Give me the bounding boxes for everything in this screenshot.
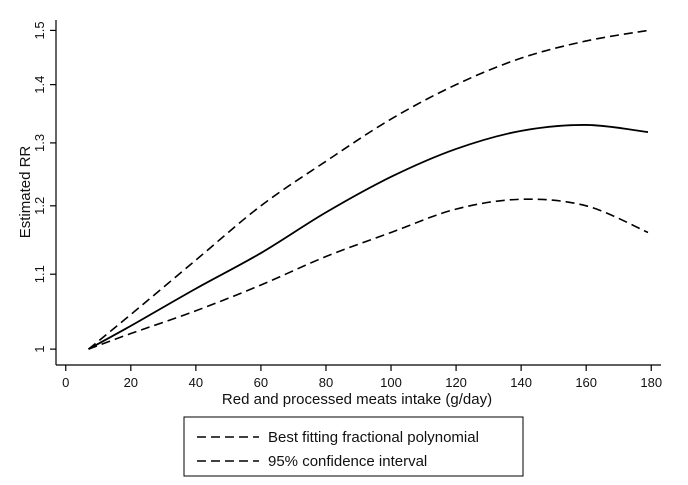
x-tick-label: 100 bbox=[380, 375, 402, 390]
y-tick-label: 1 bbox=[32, 346, 47, 353]
y-axis-ticks: 1 1.1 1.2 1.3 1.4 1.5 bbox=[32, 21, 56, 353]
y-tick-label: 1.3 bbox=[32, 134, 47, 152]
y-tick-label: 1.5 bbox=[32, 21, 47, 39]
x-tick-label: 80 bbox=[319, 375, 333, 390]
legend: Best fitting fractional polynomial 95% c… bbox=[183, 416, 524, 477]
y-axis-title: Estimated RR bbox=[17, 146, 34, 239]
x-axis-title: Red and processed meats intake (g/day) bbox=[222, 391, 492, 408]
x-tick-label: 180 bbox=[640, 375, 662, 390]
series-line-2 bbox=[88, 198, 649, 350]
legend-label-ci: 95% confidence interval bbox=[268, 453, 427, 470]
x-tick-label: 160 bbox=[575, 375, 597, 390]
series-group bbox=[88, 29, 649, 350]
x-tick-label: 40 bbox=[189, 375, 203, 390]
legend-label-fit: Best fitting fractional polynomial bbox=[268, 429, 479, 446]
plot-area: 0 20 40 60 80 100 120 140 160 180 1 1.1 1.2 1.3 1.4 1.… bbox=[32, 20, 662, 390]
y-tick-label: 1.1 bbox=[32, 265, 47, 283]
series-line-1 bbox=[88, 29, 649, 350]
x-tick-label: 140 bbox=[510, 375, 532, 390]
x-tick-label: 20 bbox=[124, 375, 138, 390]
y-tick-label: 1.2 bbox=[32, 197, 47, 215]
x-tick-label: 120 bbox=[445, 375, 467, 390]
legend-box bbox=[183, 416, 524, 477]
y-tick-label: 1.4 bbox=[32, 76, 47, 94]
x-tick-label: 60 bbox=[254, 375, 268, 390]
x-axis-ticks: 0 20 40 60 80 100 120 140 160 180 bbox=[62, 365, 662, 390]
series-line-0 bbox=[88, 124, 649, 350]
x-tick-label: 0 bbox=[62, 375, 69, 390]
